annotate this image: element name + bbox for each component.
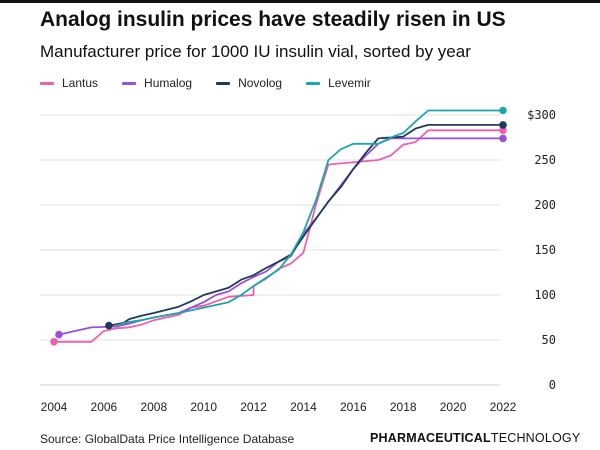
x-tick-label-2020: 2020 (440, 400, 467, 414)
y-tick-label-200: 200 (534, 198, 556, 212)
series-end-point-levemir (499, 106, 507, 115)
y-tick-label-150: 150 (534, 243, 556, 257)
x-tick-label-2014: 2014 (290, 400, 317, 414)
series-line-humalog (58, 137, 503, 336)
legend-swatch-lantus (40, 81, 54, 85)
chart-title: Analog insulin prices have steadily rise… (40, 8, 506, 31)
x-tick-label-2008: 2008 (140, 400, 167, 414)
legend-label-humalog: Humalog (144, 76, 193, 90)
publisher-logo-light: TECHNOLOGY (490, 431, 581, 445)
series-start-point-humalog (55, 330, 63, 339)
y-tick-label-250: 250 (534, 153, 556, 167)
series-end-point-lantus (499, 126, 507, 135)
legend-label-novolog: Novolog (238, 76, 283, 90)
series-start-point-lantus (50, 338, 58, 346)
y-tick-label-300: $300 (527, 108, 556, 122)
series-line-lantus (54, 129, 503, 343)
legend-label-levemir: Levemir (328, 76, 371, 90)
publisher-logo: PHARMACEUTICALTECHNOLOGY (370, 431, 580, 445)
series-line-levemir (116, 109, 503, 327)
legend-label-lantus: Lantus (62, 76, 99, 90)
y-tick-label-0: 0 (549, 378, 556, 392)
top-rule (0, 0, 600, 3)
legend-swatch-novolog (216, 81, 231, 85)
x-tick-label-2006: 2006 (91, 400, 118, 414)
x-tick-label-2010: 2010 (190, 400, 217, 414)
legend-item-levemir[interactable]: Levemir (306, 76, 371, 90)
source-note: Source: GlobalData Price Intelligence Da… (40, 432, 295, 446)
publisher-logo-bold: PHARMACEUTICAL (370, 431, 491, 445)
x-tick-label-2016: 2016 (340, 400, 367, 414)
series-end-point-humalog (499, 134, 507, 143)
legend-swatch-humalog (122, 81, 137, 85)
series-end-point-novolog (499, 121, 507, 129)
x-tick-label-2018: 2018 (390, 400, 417, 414)
y-tick-label-50: 50 (542, 333, 556, 347)
legend-item-novolog[interactable]: Novolog (216, 76, 282, 90)
legend-item-lantus[interactable]: Lantus (40, 76, 98, 90)
legend: Lantus Humalog Novolog Levemir (40, 76, 395, 90)
x-tick-label-2022: 2022 (490, 400, 517, 414)
y-tick-label-100: 100 (534, 288, 556, 302)
x-tick-label-2012: 2012 (240, 400, 267, 414)
series-start-point-novolog (105, 321, 113, 330)
legend-item-humalog[interactable]: Humalog (122, 76, 192, 90)
series-line-novolog (108, 124, 503, 327)
chart-subtitle: Manufacturer price for 1000 IU insulin v… (40, 42, 471, 61)
x-tick-label-2004: 2004 (41, 400, 68, 414)
legend-swatch-levemir (306, 81, 321, 85)
